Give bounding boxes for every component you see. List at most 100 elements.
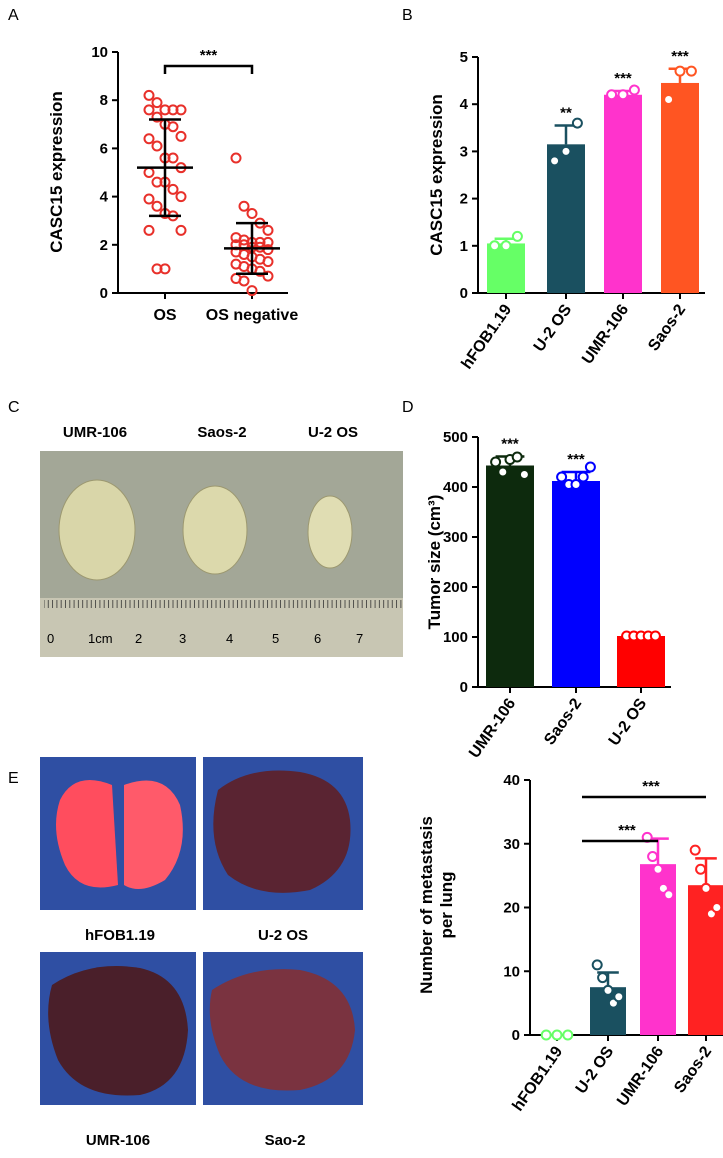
data-point <box>591 959 603 971</box>
data-point <box>143 133 155 145</box>
y-tick-label: 6 <box>100 140 108 157</box>
significance: *** <box>642 778 660 795</box>
data-point <box>175 191 187 203</box>
data-point <box>695 863 707 875</box>
tumor-photo: 0 1cm 2 3 4 5 6 7 <box>40 451 403 657</box>
y-tick-label: 20 <box>503 900 520 917</box>
ruler-label: 3 <box>179 631 186 646</box>
bar <box>486 465 534 687</box>
x-tick-label: hFOB1.19 <box>459 301 516 372</box>
data-point <box>175 104 187 116</box>
data-point <box>167 152 179 164</box>
y-axis-label: Number of metastasis <box>417 816 436 994</box>
data-point <box>674 65 686 77</box>
y-axis-label: CASC15 expression <box>47 91 66 253</box>
photo-label: Sao-2 <box>265 1132 306 1149</box>
y-tick-label: 10 <box>91 44 108 61</box>
bar <box>552 481 600 687</box>
data-point <box>151 97 163 109</box>
y-tick-label: 5 <box>460 49 468 66</box>
x-tick-label: UMR-106 <box>614 1043 667 1109</box>
y-tick-label: 40 <box>503 772 520 789</box>
x-tick-label: U-2 OS <box>573 1043 618 1097</box>
y-axis-label: Tumor size (cm³) <box>425 495 444 630</box>
y-tick-label: 100 <box>443 629 468 646</box>
data-point <box>175 130 187 142</box>
data-point <box>175 224 187 236</box>
data-point <box>151 140 163 152</box>
data-point <box>540 1029 552 1041</box>
significance: *** <box>614 70 632 87</box>
data-point <box>577 471 589 483</box>
y-tick-label: 400 <box>443 479 468 496</box>
lung-photos <box>40 757 363 1105</box>
data-point <box>151 200 163 212</box>
error-bar <box>149 118 181 218</box>
significance: ** <box>560 104 572 121</box>
data-point <box>700 882 712 894</box>
error-bar <box>554 124 578 145</box>
ruler-label: 1cm <box>88 631 113 646</box>
y-tick-label: 4 <box>100 189 109 206</box>
data-point <box>562 1029 574 1041</box>
data-point <box>238 200 250 212</box>
data-point <box>556 471 568 483</box>
data-point <box>262 224 274 236</box>
significance: *** <box>671 48 689 65</box>
ruler-label: 2 <box>135 631 142 646</box>
y-tick-label: 2 <box>460 191 468 208</box>
data-point <box>597 972 609 984</box>
data-point <box>551 1029 563 1041</box>
data-point <box>151 111 163 123</box>
photo-label: U-2 OS <box>258 927 308 944</box>
data-point <box>167 183 179 195</box>
data-point <box>262 236 274 248</box>
y-tick-label: 0 <box>512 1027 520 1044</box>
ruler-label: 7 <box>356 631 363 646</box>
data-point <box>143 193 155 205</box>
data-point <box>254 265 266 277</box>
data-point <box>143 167 155 178</box>
data-point <box>230 152 242 164</box>
y-tick-label: 300 <box>443 529 468 546</box>
y-tick-label: 0 <box>460 679 468 696</box>
data-point <box>647 851 659 862</box>
significance: *** <box>501 436 519 453</box>
x-tick-label: OS negative <box>206 307 299 324</box>
data-point <box>652 863 664 875</box>
y-tick-label: 0 <box>100 285 108 302</box>
bar <box>661 82 699 294</box>
y-tick-label: 500 <box>443 429 468 446</box>
data-point <box>606 89 618 101</box>
x-tick-label: UMR-106 <box>466 695 519 761</box>
data-point <box>262 256 274 268</box>
bar <box>617 636 665 687</box>
data-point <box>685 65 697 77</box>
data-point <box>167 121 179 133</box>
bar <box>604 94 642 293</box>
ruler-label: 0 <box>47 631 54 646</box>
photo-label: Saos-2 <box>197 424 246 441</box>
data-point <box>663 889 675 901</box>
y-tick-label: 1 <box>460 238 468 255</box>
ruler-label: 4 <box>226 631 233 646</box>
data-point <box>689 844 701 856</box>
significance: *** <box>618 822 636 839</box>
data-point <box>511 230 523 242</box>
data-point <box>711 902 723 913</box>
x-tick-label: U-2 OS <box>606 695 651 749</box>
data-point <box>518 469 530 480</box>
error-bar <box>236 221 268 275</box>
bar <box>487 243 525 293</box>
data-point <box>549 155 561 167</box>
data-point <box>628 84 640 96</box>
photo-label: hFOB1.19 <box>85 927 155 944</box>
data-point <box>238 275 250 287</box>
data-point <box>511 451 523 463</box>
x-tick-label: hFOB1.19 <box>510 1043 567 1114</box>
photo-label: U-2 OS <box>308 424 358 441</box>
data-point <box>649 630 661 642</box>
y-axis-label: CASC15 expression <box>427 94 446 256</box>
y-tick-label: 4 <box>460 96 469 113</box>
